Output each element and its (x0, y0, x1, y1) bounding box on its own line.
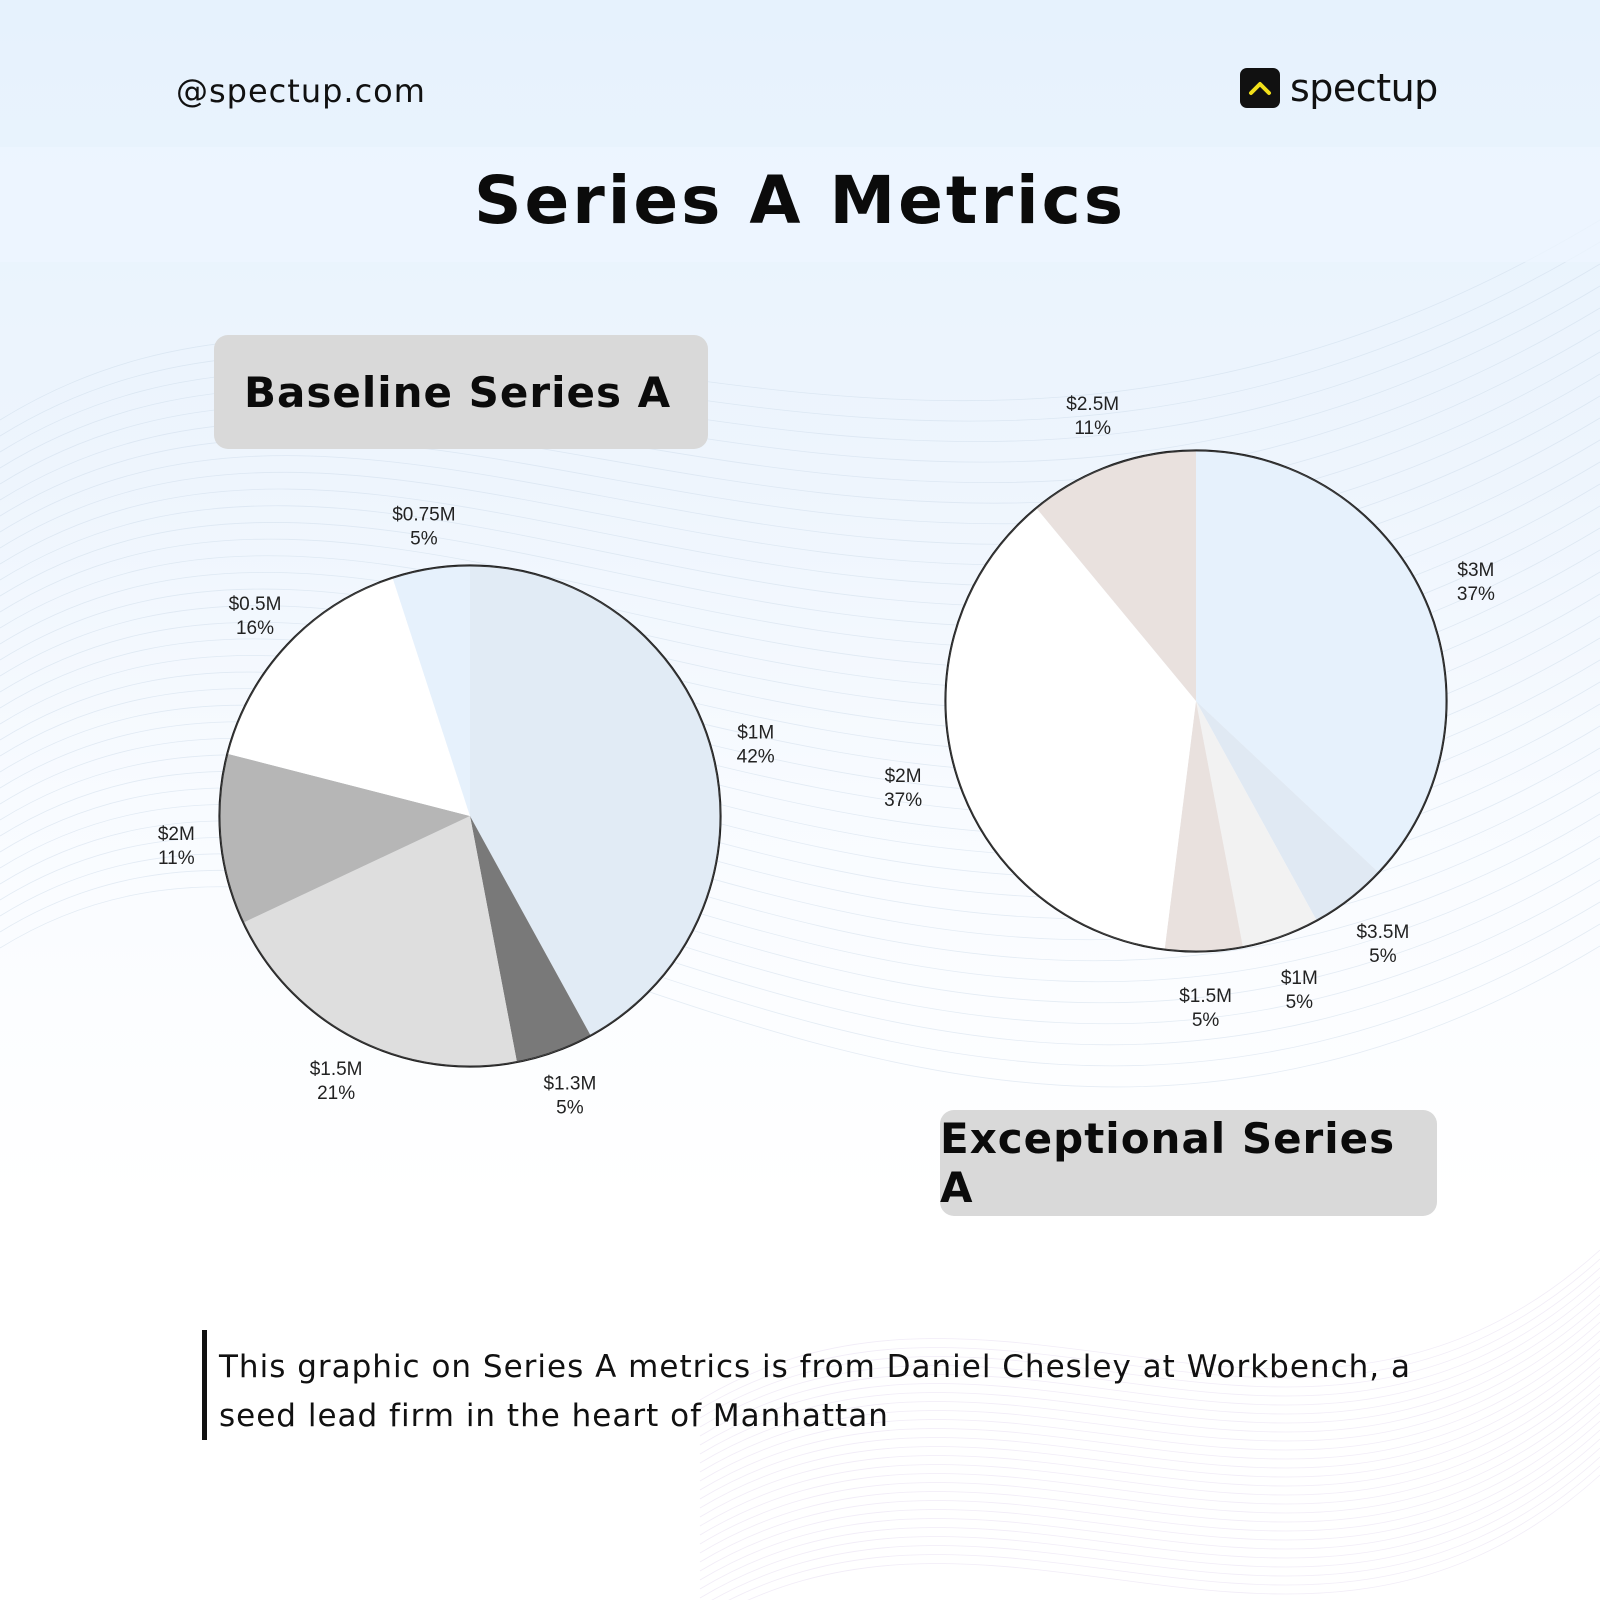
baseline-slice-3 (219, 753, 470, 923)
baseline-slice-percent-0: 42% (737, 747, 775, 768)
title-band (0, 147, 1600, 262)
exceptional-slice-label-1: $3.5M (1356, 922, 1409, 943)
exceptional-slice-percent-3: 5% (1192, 1010, 1220, 1031)
chevron-up-icon (1240, 68, 1280, 108)
baseline-slice-label-3: $2M (158, 824, 195, 845)
exceptional-slice-percent-2: 5% (1286, 992, 1314, 1013)
baseline-slice-percent-1: 5% (556, 1098, 584, 1119)
exceptional-slice-label-3: $1.5M (1179, 986, 1232, 1007)
brand-name: spectup (1290, 66, 1438, 110)
source-note: This graphic on Series A metrics is from… (219, 1349, 1411, 1434)
baseline-slice-label-4: $0.5M (229, 594, 282, 615)
quote-bar (202, 1330, 207, 1440)
baseline-slice-5 (392, 566, 470, 816)
baseline-slice-label-2: $1.5M (310, 1059, 363, 1080)
exceptional-slice-1 (1196, 701, 1379, 921)
exceptional-slice-3 (1164, 701, 1243, 952)
baseline-slice-2 (243, 816, 517, 1066)
baseline-slice-percent-3: 11% (158, 848, 195, 869)
baseline-pie-chart: $1M 42% $1.3M 5% $1.5M 21% $2M 11% $0.5M 16% $0.75… (158, 505, 775, 1119)
baseline-slice-0 (470, 566, 721, 1036)
exceptional-pie-chart: $3M 37% $3.5M 5% $1M 5% $1.5M 5% $2M 37% $2.5M 11% (884, 394, 1495, 1031)
exceptional-slice-label-5: $2.5M (1066, 394, 1119, 415)
baseline-series-a-label: Baseline Series A (214, 335, 708, 449)
baseline-slice-percent-2: 21% (317, 1083, 355, 1104)
baseline-slice-label-0: $1M (737, 723, 774, 744)
baseline-slice-percent-5: 5% (410, 529, 438, 550)
page-title: Series A Metrics (473, 162, 1127, 239)
baseline-slice-4 (227, 578, 470, 816)
exceptional-slice-percent-0: 37% (1457, 584, 1495, 605)
baseline-slice-label-1: $1.3M (543, 1074, 596, 1095)
exceptional-slice-label-4: $2M (885, 766, 922, 787)
baseline-slice-label-5: $0.75M (392, 505, 455, 526)
exceptional-slice-5 (1036, 451, 1196, 701)
brand-logo: spectup (1240, 65, 1438, 111)
exceptional-slice-2 (1196, 701, 1317, 947)
baseline-slice-1 (470, 816, 591, 1062)
exceptional-slice-4 (945, 508, 1196, 950)
exceptional-slice-label-0: $3M (1457, 560, 1494, 581)
baseline-slice-percent-4: 16% (236, 618, 274, 639)
exceptional-series-a-label: Exceptional Series A (940, 1110, 1437, 1216)
exceptional-slice-0 (1196, 451, 1447, 873)
exceptional-slice-percent-1: 5% (1369, 946, 1397, 967)
exceptional-slice-percent-4: 37% (884, 790, 922, 811)
exceptional-slice-label-2: $1M (1281, 968, 1318, 989)
social-handle[interactable]: @spectup.com (176, 72, 426, 110)
exceptional-slice-percent-5: 11% (1074, 418, 1111, 439)
